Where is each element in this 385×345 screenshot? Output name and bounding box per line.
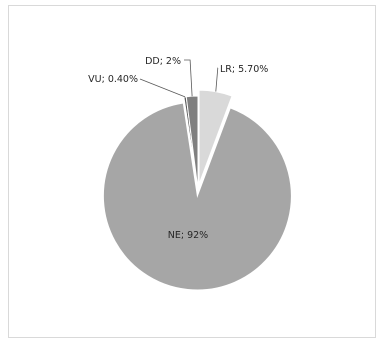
- data-label-lr: LR; 5.70%: [220, 64, 268, 75]
- data-labels: LR; 5.70% NE; 92% VU; 0.40% DD; 2%: [88, 56, 268, 241]
- leader-line-dd: [184, 59, 193, 97]
- leader-lines: [139, 59, 219, 98]
- data-label-dd: DD; 2%: [145, 56, 181, 67]
- data-label-ne: NE; 92%: [168, 230, 208, 241]
- leader-line-lr: [215, 67, 219, 92]
- data-label-vu: VU; 0.40%: [88, 74, 138, 85]
- pie-slice-ne: [102, 102, 292, 291]
- pie-slices: [102, 89, 292, 291]
- pie-slice-lr: [198, 89, 233, 185]
- leader-line-vu: [139, 78, 186, 98]
